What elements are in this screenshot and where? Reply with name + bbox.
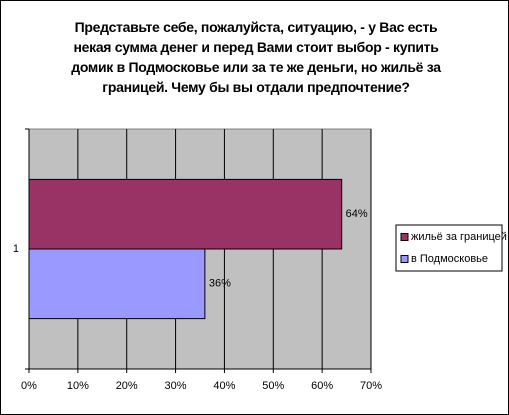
bar	[28, 248, 206, 320]
x-tick-label: 40%	[213, 380, 235, 392]
x-tick-label: 10%	[67, 380, 89, 392]
legend-box	[395, 224, 503, 272]
x-tick-label: 30%	[165, 380, 187, 392]
value-label: 64%	[346, 208, 368, 220]
x-tick-label: 50%	[262, 380, 284, 392]
chart-title: Представьте себе, пожалуйста, ситуацию, …	[71, 19, 441, 95]
legend-label: жильё за границей	[411, 231, 507, 243]
bar	[28, 178, 343, 250]
legend-swatch	[400, 255, 409, 263]
y-tick-label: 1	[13, 243, 19, 255]
legend-swatch	[400, 233, 409, 241]
legend-label: в Подмосковье	[411, 253, 488, 265]
x-tick-label: 60%	[311, 380, 333, 392]
x-tick-label: 0%	[21, 380, 37, 392]
x-tick-label: 70%	[360, 380, 382, 392]
x-tick-label: 20%	[116, 380, 138, 392]
value-label: 36%	[209, 278, 231, 290]
